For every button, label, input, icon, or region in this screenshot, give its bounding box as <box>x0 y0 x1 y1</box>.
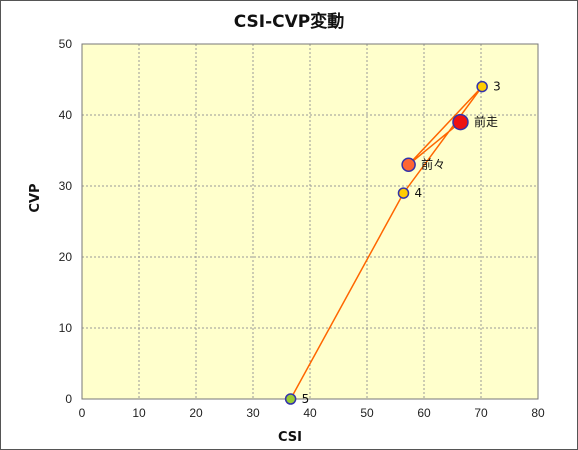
point-label: 3 <box>493 80 501 94</box>
data-point <box>476 80 488 93</box>
point-label: 前々 <box>421 157 445 172</box>
x-tick-label: 70 <box>474 406 488 420</box>
y-tick-label: 20 <box>59 250 73 264</box>
plot-border <box>81 43 539 400</box>
x-tick-label: 20 <box>189 406 203 420</box>
data-point <box>401 157 416 172</box>
data-point <box>397 187 410 199</box>
data-point <box>452 113 469 131</box>
x-tick-label: 10 <box>132 406 146 420</box>
data-point <box>284 393 297 405</box>
y-tick-label: 40 <box>59 108 73 122</box>
x-axis-title: CSI <box>278 430 302 445</box>
y-tick-label: 10 <box>59 321 73 335</box>
y-tick-label: 50 <box>59 37 73 51</box>
x-tick-label: 40 <box>303 406 317 420</box>
x-tick-label: 50 <box>360 406 374 420</box>
point-label: 5 <box>302 392 310 406</box>
y-axis-title: CVP <box>28 183 43 212</box>
y-tick-label: 0 <box>65 392 72 406</box>
x-tick-label: 60 <box>417 406 431 420</box>
point-label: 前走 <box>474 114 498 129</box>
x-tick-label: 80 <box>531 406 545 420</box>
x-tick-label: 30 <box>246 406 260 420</box>
point-label: 4 <box>414 186 422 200</box>
x-tick-label: 0 <box>79 406 86 420</box>
chart-title: CSI-CVP変動 <box>234 11 345 32</box>
y-tick-label: 30 <box>59 179 73 193</box>
